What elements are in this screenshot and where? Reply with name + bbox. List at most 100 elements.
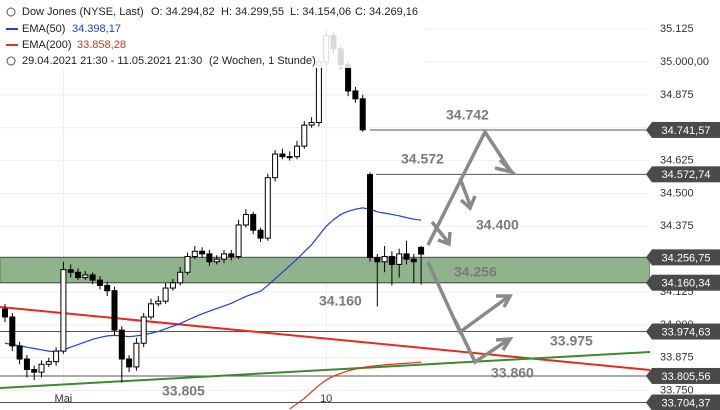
candle-body [9, 316, 16, 347]
legend-ohlc: H: 34.299,55 [221, 6, 284, 18]
x-tick-label: Mai [55, 393, 73, 405]
green-trendline [0, 351, 651, 389]
candle-body [148, 303, 154, 318]
ema-line [4, 207, 422, 353]
price-box-tip [646, 367, 652, 384]
y-axis: 35.12535.000,0034.87534.75034.62534.5003… [646, 23, 720, 410]
candles [2, 30, 425, 383]
candle-body [199, 250, 206, 255]
annotation: 34.256 [454, 264, 497, 280]
candle-body [82, 274, 89, 279]
candle-body [250, 213, 257, 231]
annotation: 34.160 [319, 293, 362, 309]
candle-body [184, 256, 191, 273]
candle-body [206, 253, 213, 263]
legend-bg [0, 0, 425, 68]
candle-body [2, 308, 8, 318]
price-box [652, 166, 720, 183]
candle-body [191, 250, 198, 258]
legend-value: 33.858,28 [77, 39, 126, 51]
price-box-tip [646, 323, 652, 340]
y-tick-label: 34.875 [660, 89, 694, 101]
annotation: 34.742 [446, 107, 489, 123]
legend-ohlc: O: 34.294,82 [151, 6, 215, 18]
candle-body [388, 256, 395, 265]
candle-body [162, 287, 169, 302]
candle-body [89, 274, 96, 281]
candle-body [301, 124, 308, 147]
legend-period: 29.04.2021 21:30 - 11.05.2021 21:30 [22, 55, 202, 67]
candle-body [396, 253, 403, 265]
red-trendline [0, 306, 651, 371]
legend-interval: (2 Wochen, 1 Stunde) [209, 55, 316, 67]
legend-title: Dow Jones (NYSE, Last) [22, 6, 144, 18]
price-box-label: 34.256,75 [662, 252, 711, 264]
candle-body [418, 246, 425, 255]
legend-icon [6, 56, 16, 66]
price-box-tip [646, 249, 652, 266]
price-box-label: 34.160,34 [662, 278, 711, 290]
y-tick-label: 34.375 [660, 220, 694, 232]
ema-line [289, 361, 422, 410]
candle-body [23, 358, 30, 371]
candle-body [213, 258, 220, 263]
levels [0, 129, 650, 404]
price-box [652, 323, 720, 340]
candle-body [235, 224, 242, 258]
price-box [652, 274, 720, 291]
candle-body [308, 121, 315, 126]
price-box-tip [646, 166, 652, 183]
legend-ohlc: C: 34.269,16 [355, 6, 418, 18]
candle-body [111, 290, 118, 331]
candle-body [221, 253, 227, 260]
price-box [652, 367, 720, 384]
candle-body [118, 329, 125, 360]
candle-body [53, 350, 60, 363]
price-box-label: 34.741,57 [662, 125, 711, 137]
candle-body [286, 156, 293, 159]
price-box-tip [646, 274, 652, 291]
price-box-label: 33.704,37 [662, 397, 711, 409]
candle-body [169, 282, 176, 289]
candle-body [272, 153, 279, 179]
x-tick-label: 10 [320, 393, 332, 405]
candle-body [294, 145, 300, 158]
candle-body [96, 279, 103, 286]
candle-body [359, 98, 366, 131]
candle-body [403, 253, 410, 260]
legend-entry: EMA(200) [22, 39, 72, 51]
price-box [652, 121, 720, 138]
legend-icon [6, 7, 16, 17]
annotation: 33.975 [550, 333, 593, 349]
price-box-label: 33.974,63 [662, 326, 711, 338]
axis-bg [650, 0, 720, 410]
legend-entry: EMA(50) [22, 23, 65, 35]
legend-ohlc: L: 34.154,06 [290, 6, 351, 18]
candle-body [60, 269, 67, 352]
price-box-label: 34.572,74 [662, 169, 711, 181]
y-tick-label: 35.000,00 [660, 56, 709, 68]
price-box-tip [646, 121, 652, 138]
candle-body [352, 90, 359, 100]
arrows [426, 128, 518, 365]
candle-body [16, 345, 23, 360]
candle-body [381, 256, 388, 263]
support-zone [0, 256, 651, 284]
candle-body [315, 61, 322, 123]
price-box-label: 33.805,56 [662, 371, 711, 383]
legend: Dow Jones (NYSE, Last) O: 34.294,82 H: 3… [0, 0, 425, 68]
candle-body [367, 174, 373, 259]
y-tick-label: 33.875 [660, 352, 694, 364]
candle-body [155, 300, 162, 305]
annotation: 33.805 [162, 383, 205, 399]
annotations: 34.742 34.572 34.400 34.256 34.160 33.97… [162, 107, 593, 399]
candle-body [374, 257, 381, 263]
candle-body [75, 271, 81, 279]
legend-value: 34.398,17 [72, 23, 121, 35]
support-zone-rect [0, 256, 651, 284]
candle-body [126, 358, 133, 368]
ema-lines [4, 207, 422, 410]
annotation: 33.860 [491, 365, 534, 381]
candle-body [279, 153, 286, 158]
y-tick-label: 35.125 [660, 23, 694, 35]
